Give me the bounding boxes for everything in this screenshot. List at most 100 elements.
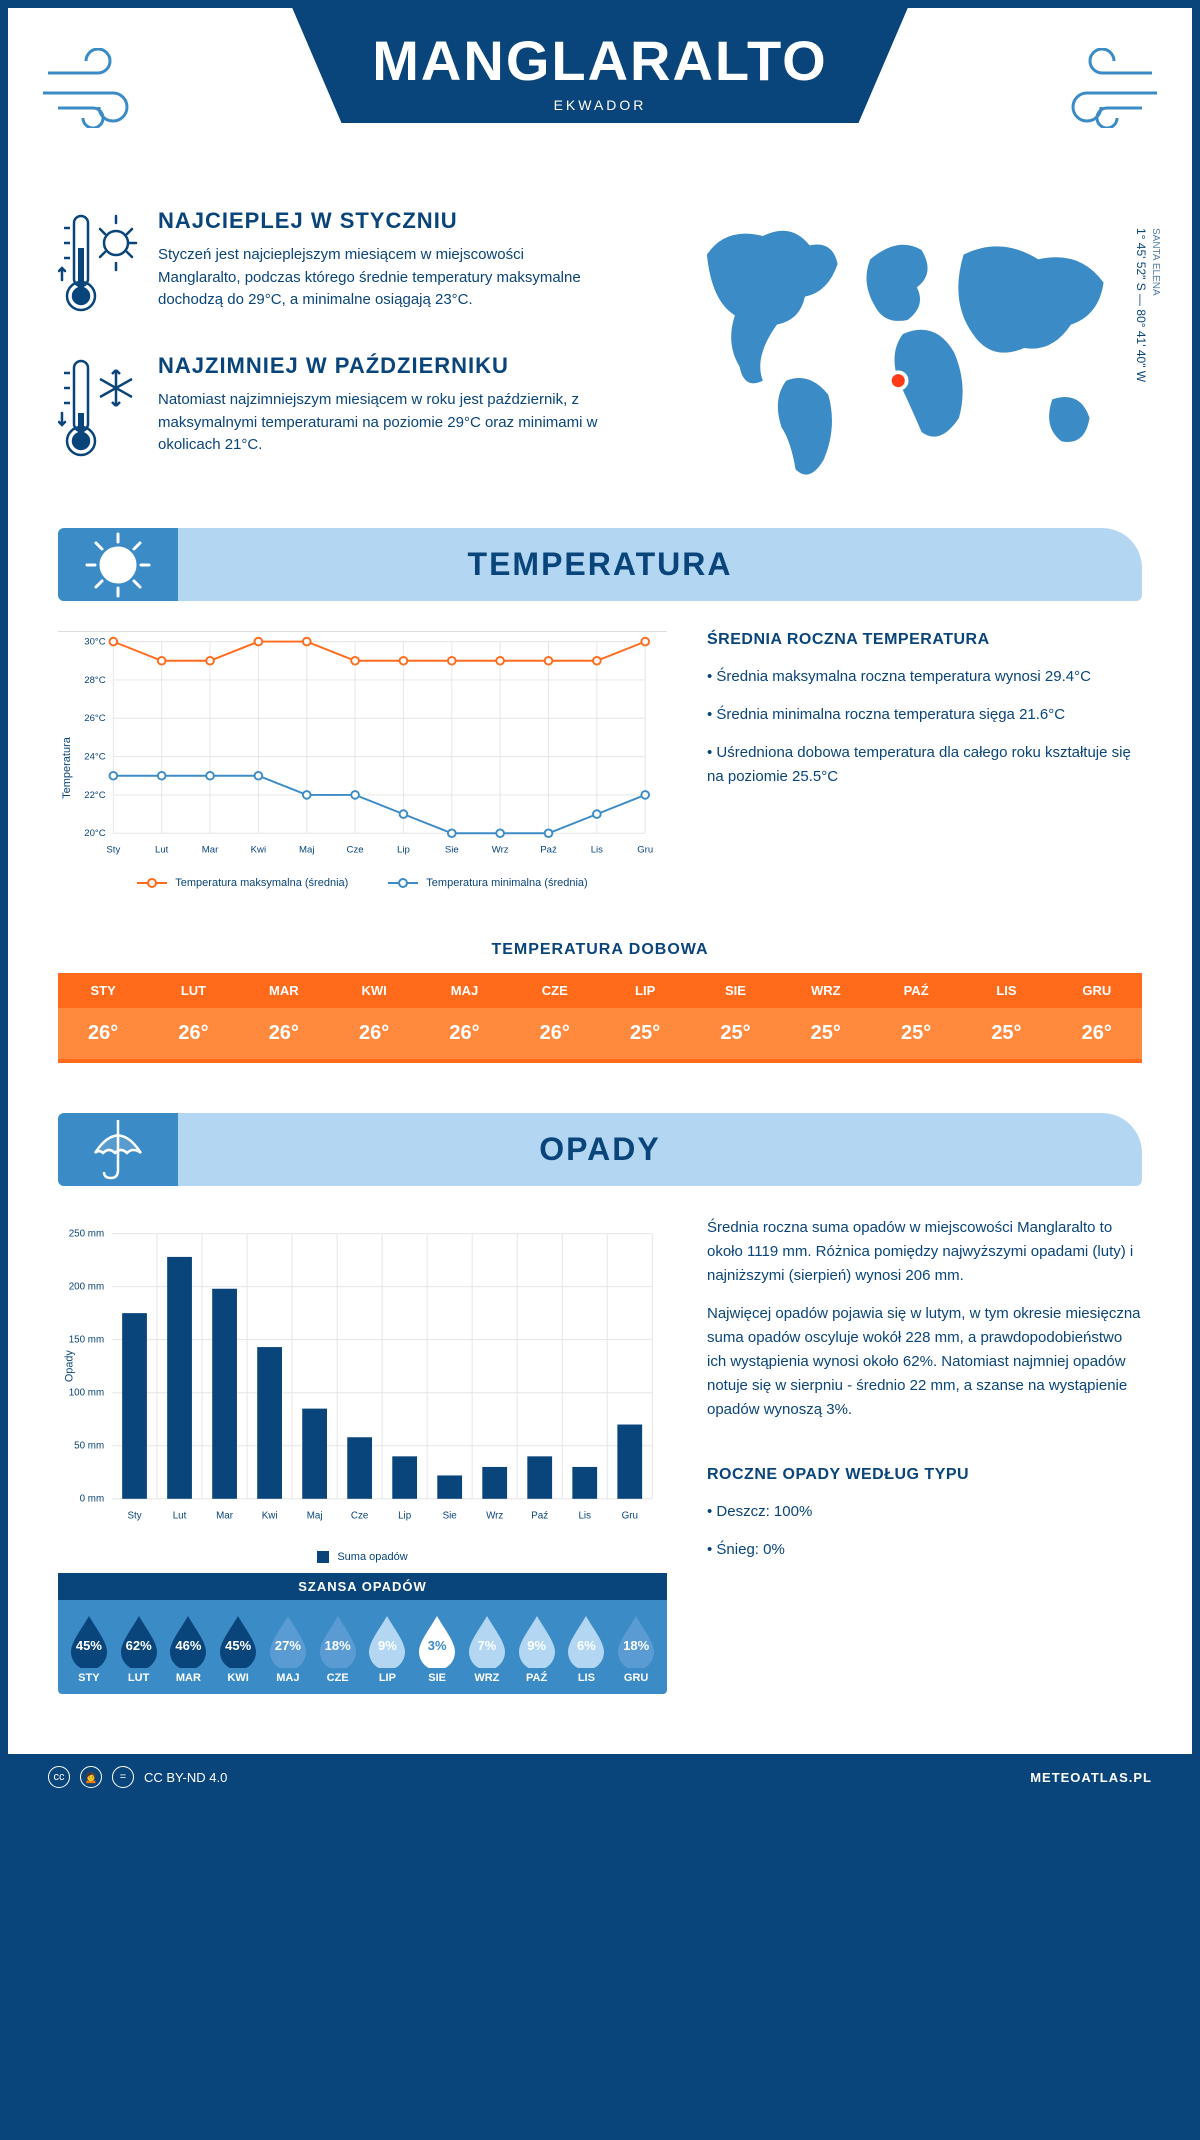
drop-value: 6%	[577, 1630, 596, 1653]
coldest-title: NAJZIMNIEJ W PAŹDZIERNIKU	[158, 353, 605, 379]
table-cell: 25°	[871, 1008, 961, 1061]
cc-icon: cc	[48, 1766, 70, 1788]
drop-icon: 18%	[316, 1614, 360, 1668]
table-header: CZE	[510, 973, 600, 1008]
map-box: SANTA ELENA 1° 45' 52" S — 80° 41' 40" W	[645, 208, 1142, 498]
drop-month: LIS	[562, 1672, 612, 1684]
drop-item: 46% MAR	[164, 1614, 214, 1684]
legend-min-label: Temperatura minimalna (średnia)	[426, 877, 587, 889]
drop-item: 9% LIP	[363, 1614, 413, 1684]
svg-text:20°C: 20°C	[84, 828, 105, 839]
svg-text:Kwi: Kwi	[251, 844, 266, 855]
drop-month: STY	[64, 1672, 114, 1684]
drop-item: 18% CZE	[313, 1614, 363, 1684]
drop-item: 45% STY	[64, 1614, 114, 1684]
temperature-title: TEMPERATURA	[58, 546, 1142, 583]
svg-text:Paź: Paź	[531, 1510, 548, 1521]
svg-text:Lut: Lut	[155, 844, 169, 855]
legend-precip-swatch	[317, 1551, 329, 1563]
svg-text:50 mm: 50 mm	[74, 1441, 104, 1452]
drop-value: 62%	[126, 1630, 152, 1653]
warmest-desc: Styczeń jest najcieplejszym miesiącem w …	[158, 244, 605, 312]
svg-text:Maj: Maj	[307, 1510, 323, 1521]
table-header: LIP	[600, 973, 690, 1008]
svg-text:0 mm: 0 mm	[80, 1494, 105, 1505]
bullet: • Średnia maksymalna roczna temperatura …	[707, 665, 1142, 689]
drop-item: 62% LUT	[114, 1614, 164, 1684]
drop-month: KWI	[213, 1672, 263, 1684]
bullet: • Deszcz: 100%	[707, 1500, 1142, 1524]
coords-value: 1° 45' 52" S — 80° 41' 40" W	[1134, 228, 1148, 382]
content: NAJCIEPLEJ W STYCZNIU Styczeń jest najci…	[8, 178, 1192, 1754]
location-title: MANGLARALTO	[372, 28, 827, 93]
drop-month: WRZ	[462, 1672, 512, 1684]
temp-ylabel: Temperatura	[61, 737, 73, 799]
bullet: • Uśredniona dobowa temperatura dla całe…	[707, 741, 1142, 789]
drop-item: 45% KWI	[213, 1614, 263, 1684]
svg-text:Mar: Mar	[216, 1510, 234, 1521]
svg-text:Sie: Sie	[443, 1510, 458, 1521]
table-header: LUT	[148, 973, 238, 1008]
temperature-chart: Temperatura 20°C22°C24°C26°C28°C30°CStyL…	[58, 631, 667, 911]
precip-p2: Najwięcej opadów pojawia się w lutym, w …	[707, 1302, 1142, 1422]
table-header: GRU	[1052, 973, 1142, 1008]
svg-text:Cze: Cze	[347, 844, 364, 855]
bullet: • Średnia minimalna roczna temperatura s…	[707, 703, 1142, 727]
daily-temp-table: STYLUTMARKWIMAJCZELIPSIEWRZPAŹLISGRU 26°…	[58, 973, 1142, 1063]
svg-text:250 mm: 250 mm	[69, 1229, 104, 1240]
drop-month: MAJ	[263, 1672, 313, 1684]
table-cell: 26°	[148, 1008, 238, 1061]
drop-item: 3% SIE	[412, 1614, 462, 1684]
drop-value: 27%	[275, 1630, 301, 1653]
table-cell: 25°	[600, 1008, 690, 1061]
intro-section: NAJCIEPLEJ W STYCZNIU Styczeń jest najci…	[58, 208, 1142, 498]
umbrella-icon	[58, 1113, 178, 1186]
precipitation-header: OPADY	[58, 1113, 1142, 1186]
wind-decoration-left	[38, 48, 158, 128]
table-header: STY	[58, 973, 148, 1008]
table-cell: 26°	[510, 1008, 600, 1061]
region-label: SANTA ELENA	[1150, 228, 1161, 296]
svg-text:Sie: Sie	[445, 844, 459, 855]
table-cell: 25°	[781, 1008, 871, 1061]
precip-legend: Suma opadów	[58, 1551, 667, 1563]
drop-value: 45%	[76, 1630, 102, 1653]
drop-icon: 46%	[166, 1614, 210, 1668]
table-header: LIS	[961, 973, 1051, 1008]
header-banner: MANGLARALTO EKWADOR	[292, 8, 907, 123]
svg-text:Lip: Lip	[398, 1510, 412, 1521]
drop-value: 7%	[477, 1630, 496, 1653]
footer-left: cc 🙍 = CC BY-ND 4.0	[48, 1766, 227, 1788]
drop-icon: 27%	[266, 1614, 310, 1668]
table-header: MAJ	[419, 973, 509, 1008]
svg-text:Mar: Mar	[202, 844, 219, 855]
drop-icon: 62%	[117, 1614, 161, 1668]
temperature-header: TEMPERATURA	[58, 528, 1142, 601]
drop-icon: 45%	[67, 1614, 111, 1668]
precipitation-side: Średnia roczna suma opadów w miejscowośc…	[707, 1216, 1142, 1694]
drop-value: 9%	[527, 1630, 546, 1653]
table-row: 26°26°26°26°26°26°25°25°25°25°25°26°	[58, 1008, 1142, 1061]
legend-min: .leg-item:nth-child(2) .leg-swatch::afte…	[388, 877, 587, 889]
temperature-body: Temperatura 20°C22°C24°C26°C28°C30°CStyL…	[58, 631, 1142, 911]
legend-max-label: Temperatura maksymalna (średnia)	[175, 877, 348, 889]
drop-icon: 6%	[564, 1614, 608, 1668]
precip-p1: Średnia roczna suma opadów w miejscowośc…	[707, 1216, 1142, 1288]
coldest-fact: NAJZIMNIEJ W PAŹDZIERNIKU Natomiast najz…	[58, 353, 605, 468]
svg-text:Maj: Maj	[299, 844, 314, 855]
drop-icon: 45%	[216, 1614, 260, 1668]
bullet: • Śnieg: 0%	[707, 1538, 1142, 1562]
table-header: MAR	[239, 973, 329, 1008]
page: MANGLARALTO EKWADOR NAJCIEPLEJ W STYCZNI…	[8, 8, 1192, 1800]
svg-text:150 mm: 150 mm	[69, 1335, 104, 1346]
precip-type-title: ROCZNE OPADY WEDŁUG TYPU	[707, 1466, 1142, 1484]
table-cell: 25°	[690, 1008, 780, 1061]
table-header: SIE	[690, 973, 780, 1008]
world-map-icon	[645, 208, 1142, 488]
drops-row: 45% STY 62% LUT 46% MAR 45% KWI	[58, 1600, 667, 1694]
table-cell: 25°	[961, 1008, 1051, 1061]
drop-item: 27% MAJ	[263, 1614, 313, 1684]
drop-icon: 9%	[515, 1614, 559, 1668]
coordinates: SANTA ELENA 1° 45' 52" S — 80° 41' 40" W	[1134, 228, 1162, 382]
precip-type-items: • Deszcz: 100% • Śnieg: 0%	[707, 1500, 1142, 1562]
